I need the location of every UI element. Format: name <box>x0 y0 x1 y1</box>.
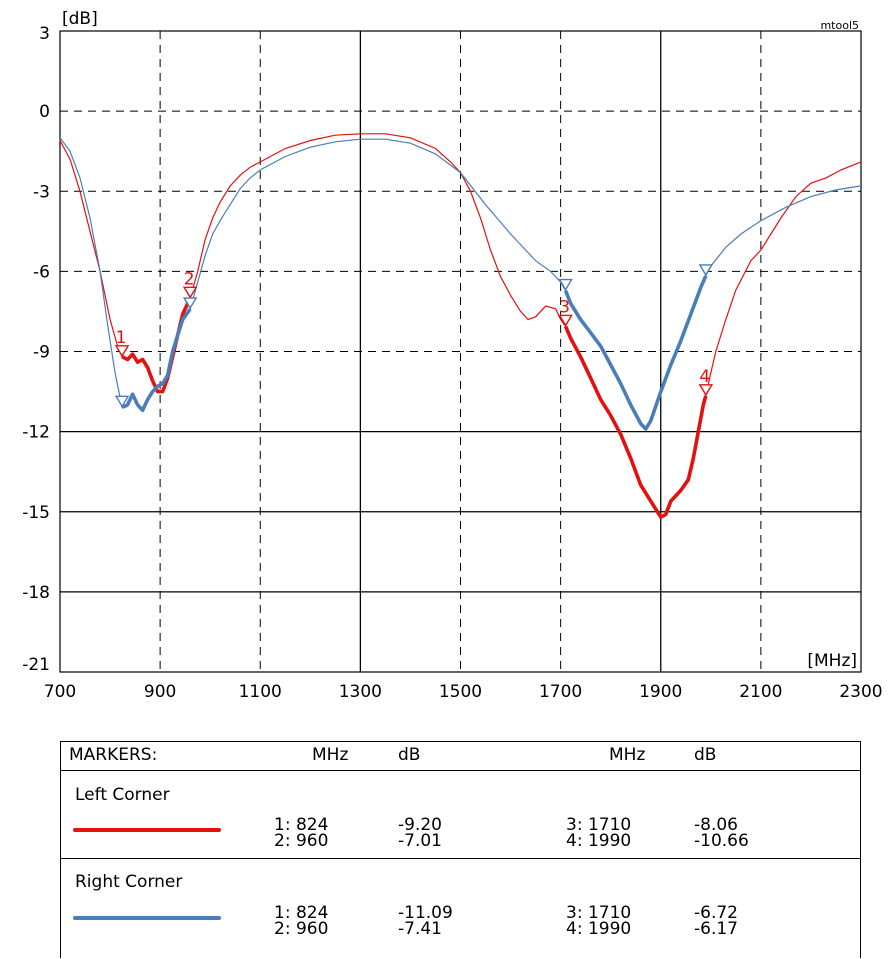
marker-db: -11.09 <box>398 903 453 923</box>
y-tick-label: 0 <box>39 102 50 122</box>
marker-number: 2 <box>184 269 195 289</box>
marker-freq: 2: 960 <box>274 831 329 851</box>
series-band-segment <box>563 325 708 519</box>
marker-triangle <box>698 384 714 397</box>
marker-freq: 4: 1990 <box>566 831 632 851</box>
y-axis-label: [dB] <box>62 9 98 29</box>
chart-markers: 1 2 3 4 <box>114 264 714 408</box>
series-band-segment <box>121 307 192 413</box>
chart-grid <box>60 31 861 672</box>
marker-freq: 2: 960 <box>274 919 329 939</box>
x-tick-label: 2300 <box>839 682 882 702</box>
chart-ticks: 700 900 1100 1300 1500 1700 1900 2100 2300 3 0 -3 -6… <box>22 24 882 702</box>
markers-table: MARKERS: MHz dB MHz dB Left Corner 1: 82… <box>60 741 861 958</box>
marker-triangle <box>698 264 714 277</box>
x-axis-label: [MHz] <box>807 651 857 671</box>
legend-swatch-left-corner <box>73 828 221 832</box>
marker-db: -6.17 <box>694 919 738 939</box>
x-tick-label: 1500 <box>439 682 482 702</box>
marker-freq: 4: 1990 <box>566 919 632 939</box>
marker-number: 3 <box>559 297 570 317</box>
x-tick-label: 2100 <box>739 682 782 702</box>
chart-series <box>59 133 862 519</box>
marker-number: 1 <box>116 328 127 348</box>
x-tick-label: 1700 <box>539 682 582 702</box>
marker-triangle <box>114 345 130 358</box>
y-tick-label: -3 <box>33 182 50 202</box>
x-tick-label: 700 <box>44 682 76 702</box>
marker-db: -7.41 <box>398 919 442 939</box>
tool-label: mtool5 <box>820 19 859 32</box>
marker-db: -7.01 <box>398 831 442 851</box>
marker-triangle <box>114 395 130 408</box>
y-tick-label: -6 <box>33 262 50 282</box>
markers-title: MARKERS: <box>69 745 158 765</box>
markers-header: MARKERS: MHz dB MHz dB <box>61 742 860 771</box>
marker-freq: 3: 1710 <box>566 903 632 923</box>
group-name: Left Corner <box>75 785 170 805</box>
markers-group-right-corner: Right Corner 1: 824 -11.09 3: 1710 -6.72… <box>61 859 860 959</box>
series-band-segment <box>121 297 192 394</box>
marker-triangle <box>182 286 198 299</box>
x-tick-label: 1900 <box>639 682 682 702</box>
marker-freq: 1: 824 <box>274 815 329 835</box>
marker-db: -10.66 <box>694 831 749 851</box>
db-header-2: dB <box>694 745 717 765</box>
y-tick-label: 3 <box>39 24 50 44</box>
x-tick-label: 1100 <box>239 682 282 702</box>
db-header-1: dB <box>398 745 421 765</box>
marker-triangle <box>558 278 573 291</box>
marker-number: 4 <box>699 367 710 387</box>
x-tick-label: 1300 <box>339 682 382 702</box>
legend-swatch-right-corner <box>73 916 221 920</box>
mhz-header-1: MHz <box>312 745 349 765</box>
y-tick-label: -21 <box>22 655 50 675</box>
marker-db: -6.72 <box>694 903 738 923</box>
x-tick-label: 900 <box>144 682 176 702</box>
marker-triangle <box>558 314 573 327</box>
y-tick-label: -18 <box>22 583 50 603</box>
marker-db: -9.20 <box>398 815 442 835</box>
return-loss-chart: 1 2 3 4 700 900 1100 1300 1500 1700 1900 2100 2300 3… <box>22 9 882 702</box>
marker-triangle <box>182 297 198 310</box>
marker-freq: 1: 824 <box>274 903 329 923</box>
y-tick-label: -15 <box>22 503 50 523</box>
series-band-segment <box>563 275 708 431</box>
y-tick-label: -12 <box>22 423 50 443</box>
mhz-header-2: MHz <box>609 745 646 765</box>
plot-frame <box>59 30 862 673</box>
group-name: Right Corner <box>75 872 183 892</box>
marker-db: -8.06 <box>694 815 738 835</box>
y-tick-label: -9 <box>33 343 50 363</box>
marker-freq: 3: 1710 <box>566 815 632 835</box>
markers-group-left-corner: Left Corner 1: 824 -9.20 3: 1710 -8.06 2… <box>61 771 860 859</box>
